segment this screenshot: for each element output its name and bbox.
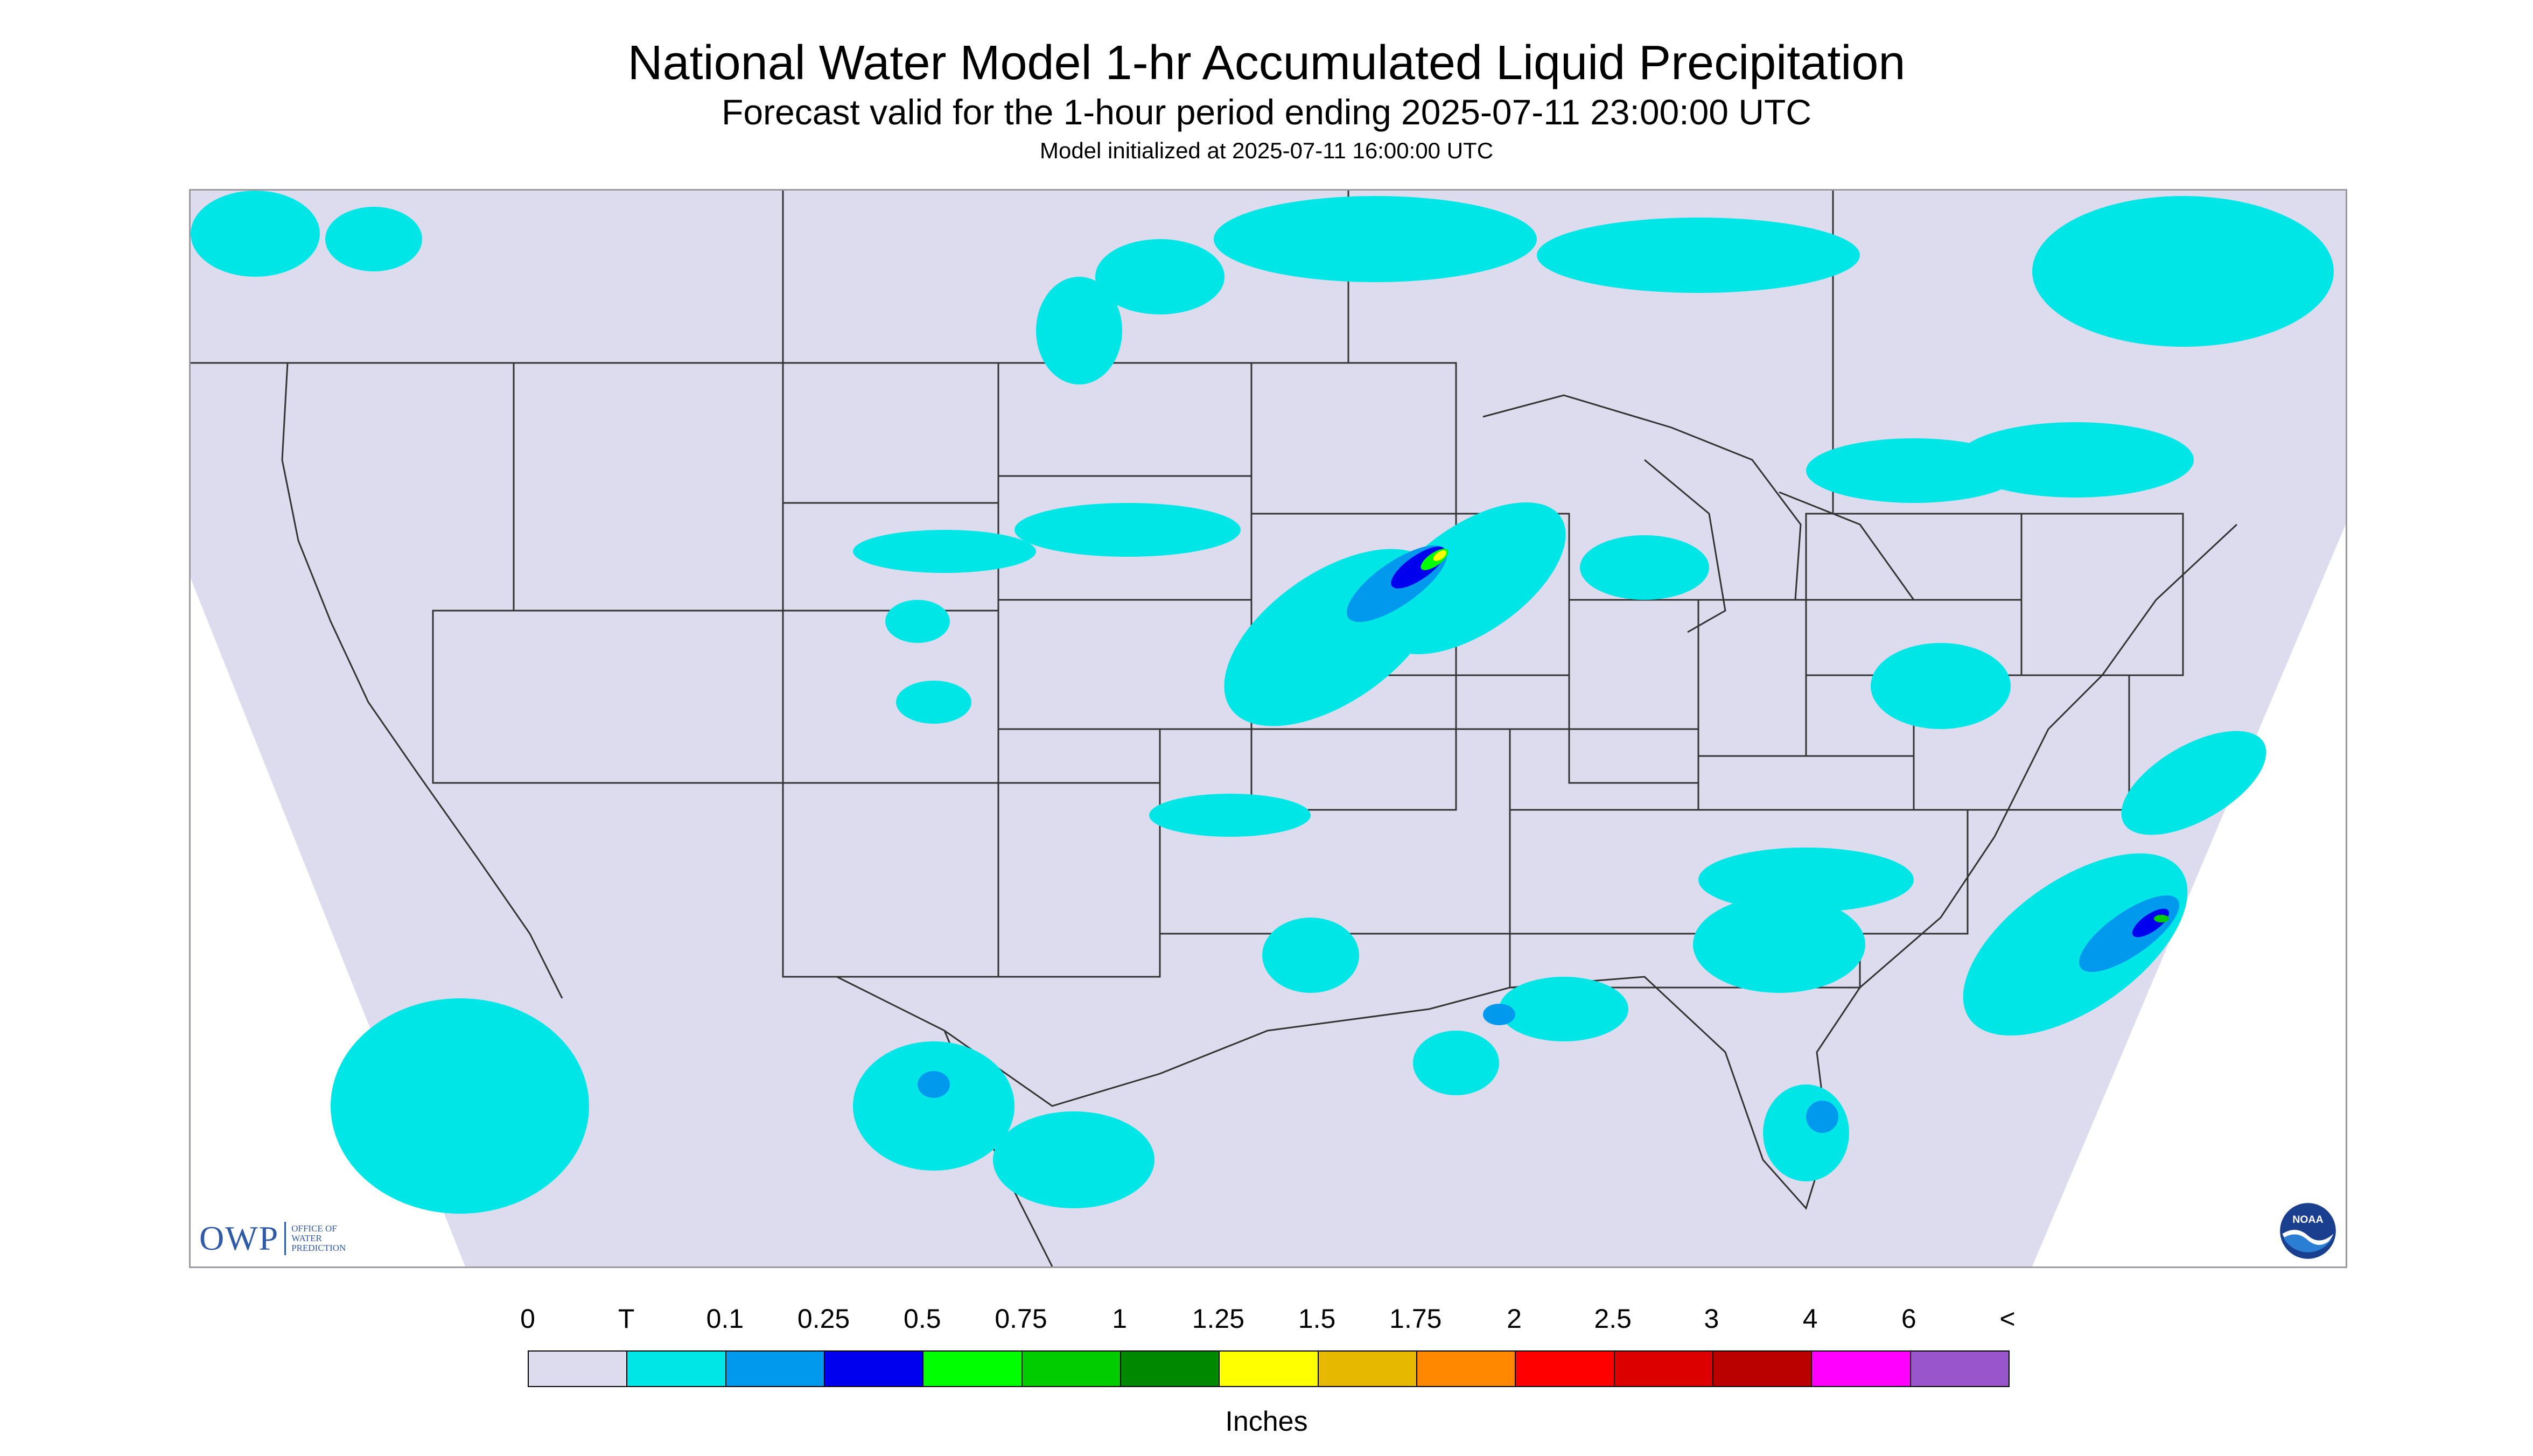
legend-tick-label: 1	[1112, 1304, 1128, 1334]
legend-swatch	[1713, 1352, 1813, 1386]
legend-swatch	[1022, 1352, 1121, 1386]
legend-tick-label: 0.1	[706, 1304, 744, 1334]
noaa-wordmark: NOAA	[2292, 1214, 2323, 1226]
owp-sub-line: OFFICE OF	[291, 1223, 337, 1234]
legend-swatch	[1516, 1352, 1615, 1386]
legend-swatch	[1220, 1352, 1319, 1386]
legend-tick-label: 2.5	[1594, 1304, 1632, 1334]
precip-trace	[191, 191, 2334, 1214]
logo-divider	[284, 1222, 286, 1255]
legend-swatch	[1417, 1352, 1516, 1386]
precip-heavy	[1391, 547, 2170, 937]
legend-tick-label: T	[618, 1304, 635, 1334]
legend-swatch	[1911, 1352, 2009, 1386]
map-canvas	[191, 191, 2346, 1266]
legend-swatch	[529, 1352, 628, 1386]
legend-swatch	[1318, 1352, 1417, 1386]
legend-tick-label: 0.75	[995, 1304, 1047, 1334]
precipitation-map	[189, 189, 2347, 1268]
noaa-logo: NOAA	[2280, 1203, 2336, 1259]
legend-tick-label: 4	[1802, 1304, 1818, 1334]
owp-wordmark: OWP	[199, 1219, 279, 1257]
legend-units: Inches	[1225, 1406, 1308, 1437]
legend-tick-label: 0.25	[797, 1304, 850, 1334]
page-subtitle: Forecast valid for the 1-hour period end…	[722, 92, 1811, 132]
legend-tick-label: 1.25	[1192, 1304, 1245, 1334]
legend-tick-label: <	[1999, 1304, 2016, 1334]
legend-tick-label: 0.5	[904, 1304, 941, 1334]
legend-swatch	[1614, 1352, 1713, 1386]
owp-sub-line: PREDICTION	[291, 1243, 346, 1253]
owp-subtitle: OFFICE OF WATER PREDICTION	[291, 1224, 346, 1253]
legend-swatch	[1121, 1352, 1220, 1386]
legend-tick-label: 2	[1507, 1304, 1522, 1334]
legend-tick-label: 3	[1704, 1304, 1719, 1334]
legend-colorbar	[528, 1350, 2010, 1387]
legend-tick-label: 1.5	[1298, 1304, 1336, 1334]
legend-swatch	[726, 1352, 825, 1386]
owp-logo: OWP OFFICE OF WATER PREDICTION	[199, 1219, 346, 1257]
legend-tick-label: 0	[520, 1304, 535, 1334]
legend-swatch	[627, 1352, 726, 1386]
legend-swatch	[923, 1352, 1023, 1386]
owp-sub-line: WATER	[291, 1233, 322, 1243]
state-boundaries	[191, 191, 2184, 989]
legend-swatch	[1812, 1352, 1911, 1386]
model-init-line: Model initialized at 2025-07-11 16:00:00…	[1039, 138, 1494, 163]
legend-swatch	[824, 1352, 924, 1386]
legend-labels: 0 T 0.1 0.25 0.5 0.75 1 1.25 1.5 1.75 2 2.5 3 4 6 <	[0, 1303, 2533, 1335]
legend-tick-label: 6	[1901, 1304, 1916, 1334]
page-title: National Water Model 1-hr Accumulated Li…	[627, 36, 1906, 90]
legend-tick-label: 1.75	[1389, 1304, 1442, 1334]
